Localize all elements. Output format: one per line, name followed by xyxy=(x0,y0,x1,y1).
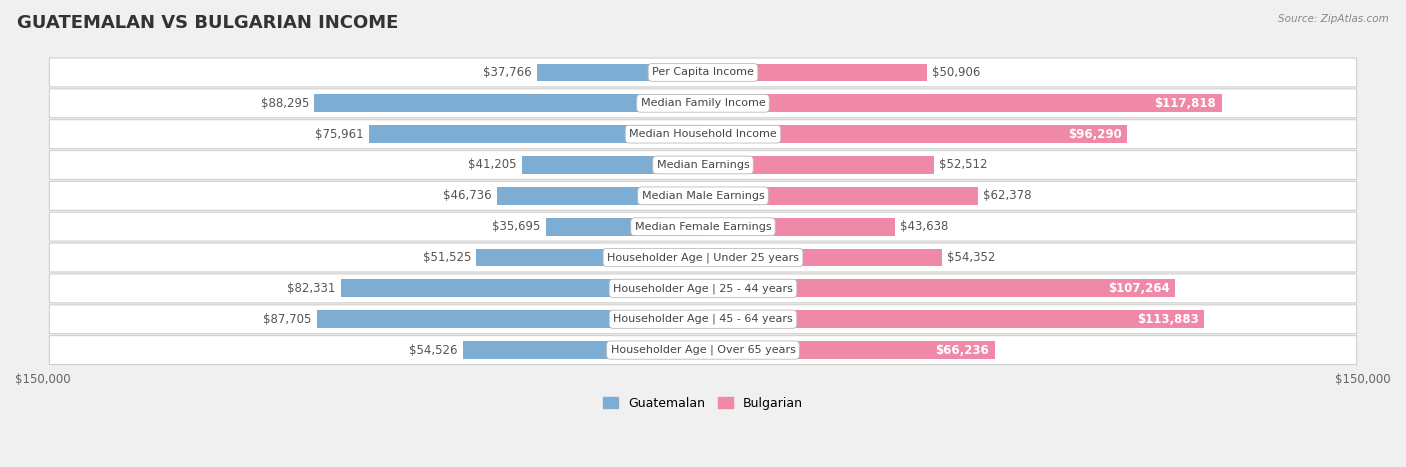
FancyBboxPatch shape xyxy=(49,150,1357,179)
FancyBboxPatch shape xyxy=(49,212,1357,241)
Text: Median Earnings: Median Earnings xyxy=(657,160,749,170)
Text: $87,705: $87,705 xyxy=(263,313,312,326)
Text: $117,818: $117,818 xyxy=(1154,97,1216,110)
FancyBboxPatch shape xyxy=(49,336,1357,365)
FancyBboxPatch shape xyxy=(49,274,1357,303)
Text: Median Family Income: Median Family Income xyxy=(641,98,765,108)
Text: Householder Age | 25 - 44 years: Householder Age | 25 - 44 years xyxy=(613,283,793,294)
Text: $62,378: $62,378 xyxy=(983,189,1032,202)
Text: Per Capita Income: Per Capita Income xyxy=(652,67,754,78)
Bar xyxy=(703,125,1126,143)
Bar xyxy=(340,279,703,297)
Text: $113,883: $113,883 xyxy=(1137,313,1199,326)
Bar xyxy=(703,156,934,174)
Text: $35,695: $35,695 xyxy=(492,220,541,233)
Bar xyxy=(703,248,942,267)
Bar xyxy=(477,248,703,267)
Bar xyxy=(316,310,703,328)
Bar xyxy=(703,64,927,81)
Bar xyxy=(703,218,896,236)
Text: $52,512: $52,512 xyxy=(939,158,988,171)
Bar xyxy=(315,94,703,112)
Text: $82,331: $82,331 xyxy=(287,282,336,295)
Bar xyxy=(703,94,1222,112)
FancyBboxPatch shape xyxy=(49,89,1357,118)
Text: Median Female Earnings: Median Female Earnings xyxy=(634,222,772,232)
FancyBboxPatch shape xyxy=(49,305,1357,333)
Text: Householder Age | Over 65 years: Householder Age | Over 65 years xyxy=(610,345,796,355)
Bar xyxy=(703,279,1175,297)
Text: Median Household Income: Median Household Income xyxy=(628,129,778,139)
Text: Source: ZipAtlas.com: Source: ZipAtlas.com xyxy=(1278,14,1389,24)
Text: $51,525: $51,525 xyxy=(423,251,471,264)
FancyBboxPatch shape xyxy=(49,120,1357,149)
FancyBboxPatch shape xyxy=(49,58,1357,87)
Text: Householder Age | 45 - 64 years: Householder Age | 45 - 64 years xyxy=(613,314,793,325)
Text: $43,638: $43,638 xyxy=(900,220,949,233)
Text: $50,906: $50,906 xyxy=(932,66,981,79)
FancyBboxPatch shape xyxy=(49,181,1357,210)
Bar xyxy=(522,156,703,174)
Bar xyxy=(703,310,1204,328)
Text: $88,295: $88,295 xyxy=(260,97,309,110)
Bar xyxy=(368,125,703,143)
Bar xyxy=(703,187,977,205)
Text: Householder Age | Under 25 years: Householder Age | Under 25 years xyxy=(607,252,799,263)
Bar xyxy=(537,64,703,81)
Legend: Guatemalan, Bulgarian: Guatemalan, Bulgarian xyxy=(598,392,808,415)
Text: Median Male Earnings: Median Male Earnings xyxy=(641,191,765,201)
Text: $41,205: $41,205 xyxy=(468,158,516,171)
Text: GUATEMALAN VS BULGARIAN INCOME: GUATEMALAN VS BULGARIAN INCOME xyxy=(17,14,398,32)
Text: $37,766: $37,766 xyxy=(482,66,531,79)
Text: $66,236: $66,236 xyxy=(935,344,990,357)
Bar xyxy=(463,341,703,359)
Text: $46,736: $46,736 xyxy=(443,189,492,202)
Bar xyxy=(498,187,703,205)
Text: $54,352: $54,352 xyxy=(948,251,995,264)
Text: $75,961: $75,961 xyxy=(315,127,363,141)
Text: $96,290: $96,290 xyxy=(1067,127,1122,141)
Text: $54,526: $54,526 xyxy=(409,344,458,357)
Bar xyxy=(703,341,994,359)
FancyBboxPatch shape xyxy=(49,243,1357,272)
Bar xyxy=(546,218,703,236)
Text: $107,264: $107,264 xyxy=(1108,282,1170,295)
